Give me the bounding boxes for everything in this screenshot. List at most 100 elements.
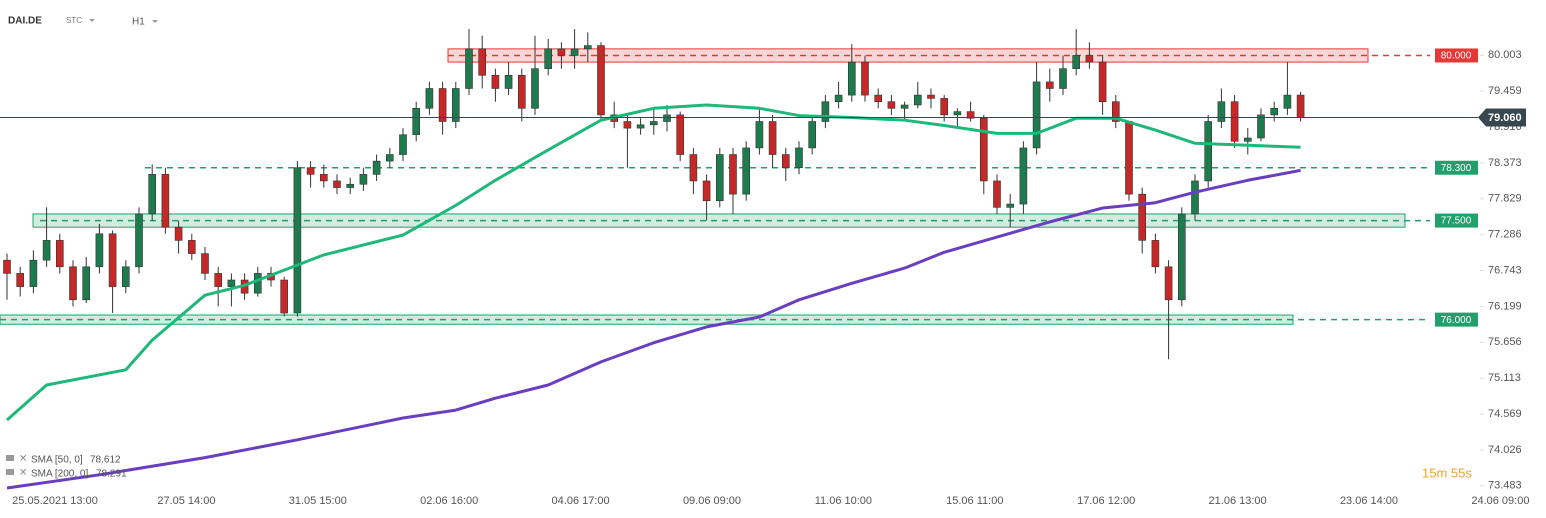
candle-body <box>1243 137 1252 142</box>
x-tick-label: 04.06 17:00 <box>552 495 610 507</box>
level-label-box <box>1435 48 1478 63</box>
remove-icon[interactable]: ✕ <box>19 468 27 479</box>
candle-body <box>1006 203 1014 208</box>
candle-body <box>280 279 288 314</box>
candle-body <box>69 266 77 301</box>
candle-body <box>940 98 948 116</box>
candle-body <box>729 154 737 195</box>
last-price-label: 79.060 <box>1488 112 1522 124</box>
candle-body <box>1296 94 1305 118</box>
y-tick-label: 79.459 <box>1488 85 1522 97</box>
candle-body <box>636 124 645 129</box>
level-label: 77.500 <box>1441 216 1472 227</box>
candle-body <box>214 273 222 287</box>
candle-body <box>1270 108 1278 116</box>
candle-body <box>108 233 117 287</box>
candle-body <box>16 273 24 287</box>
candle-body <box>187 240 196 254</box>
candle-body <box>531 68 539 109</box>
dropdown-icon[interactable] <box>152 20 158 23</box>
candle-body <box>372 160 381 175</box>
settings-icon[interactable] <box>6 469 14 475</box>
candle-body <box>702 180 711 202</box>
legend-label: SMA [50, 0] <box>31 455 83 466</box>
candle-body <box>1164 266 1173 301</box>
remove-icon[interactable]: ✕ <box>19 454 27 465</box>
x-tick-label: 02.06 16:00 <box>420 495 478 507</box>
last-price-box <box>1478 108 1526 127</box>
candle-body <box>1204 121 1212 182</box>
candle-body <box>385 154 394 162</box>
candle-body <box>821 101 830 122</box>
x-tick-label: 23.06 14:00 <box>1340 495 1398 507</box>
candle-body <box>55 240 64 268</box>
candle-body <box>1138 193 1146 241</box>
candle-body <box>781 154 790 169</box>
candle-body <box>927 94 935 99</box>
candle-body <box>306 167 315 175</box>
candle-body <box>451 88 460 122</box>
candle-body <box>795 147 803 169</box>
y-tick-label: 76.199 <box>1488 300 1522 312</box>
candle-body <box>1283 94 1292 109</box>
candle-body <box>399 134 407 155</box>
candle-body <box>438 88 447 122</box>
candle-body <box>42 240 51 261</box>
y-tick-label: 73.483 <box>1488 480 1522 492</box>
x-tick-label: 15.06 11:00 <box>946 495 1003 507</box>
candle-body <box>676 114 684 155</box>
candle-body <box>1217 101 1226 122</box>
x-tick-label: 24.06 09:00 <box>1471 495 1529 507</box>
candle-body <box>583 45 592 50</box>
legend-value: 78.612 <box>90 455 121 466</box>
candle-body <box>1032 81 1041 149</box>
candle-body <box>861 61 869 96</box>
y-tick-label: 74.026 <box>1488 444 1522 456</box>
candle-body <box>768 121 777 155</box>
candle-body <box>293 167 302 314</box>
candle-body <box>623 121 632 129</box>
candle-body <box>544 48 552 69</box>
candle-body <box>953 111 962 116</box>
candle-body <box>979 117 988 182</box>
candle-body <box>135 213 143 268</box>
sma-line <box>6 103 1301 422</box>
candle-body <box>847 61 856 96</box>
candle-body <box>148 174 156 215</box>
legend-value: 78.291 <box>96 469 127 480</box>
candle-body <box>465 48 473 89</box>
candle-body <box>253 273 262 294</box>
candle-body <box>491 74 500 89</box>
candle-body <box>1191 180 1199 215</box>
candle-body <box>913 94 922 106</box>
x-tick-label: 11.06 10:00 <box>815 495 872 507</box>
level-label: 80.000 <box>1441 51 1472 62</box>
candle-body <box>359 174 368 185</box>
candle-body <box>1151 240 1160 268</box>
settings-icon[interactable] <box>6 455 14 461</box>
y-tick-label: 77.829 <box>1488 193 1522 205</box>
candle-body <box>478 48 486 76</box>
candle-body <box>333 180 341 188</box>
dropdown-icon[interactable] <box>89 19 95 22</box>
level-label: 76.000 <box>1441 315 1472 326</box>
interval[interactable]: H1 <box>132 17 145 28</box>
x-tick-label: 25.05.2021 13:00 <box>12 495 98 507</box>
candle-body <box>663 114 671 122</box>
candle-body <box>993 180 1001 208</box>
candle-body <box>874 94 882 102</box>
candle-body <box>808 121 816 149</box>
candle-body <box>887 101 896 109</box>
candle-body <box>346 183 354 188</box>
candle-body <box>504 74 513 89</box>
level-zone <box>0 314 1294 325</box>
candle-body <box>227 279 236 287</box>
candle-body <box>425 88 434 109</box>
candle-body <box>900 104 909 109</box>
candle-body <box>597 45 605 116</box>
candle-body <box>649 121 658 126</box>
symbol[interactable]: DAI.DE <box>8 16 42 27</box>
x-tick-label: 21.06 13:00 <box>1209 495 1267 507</box>
candle-body <box>201 253 209 274</box>
